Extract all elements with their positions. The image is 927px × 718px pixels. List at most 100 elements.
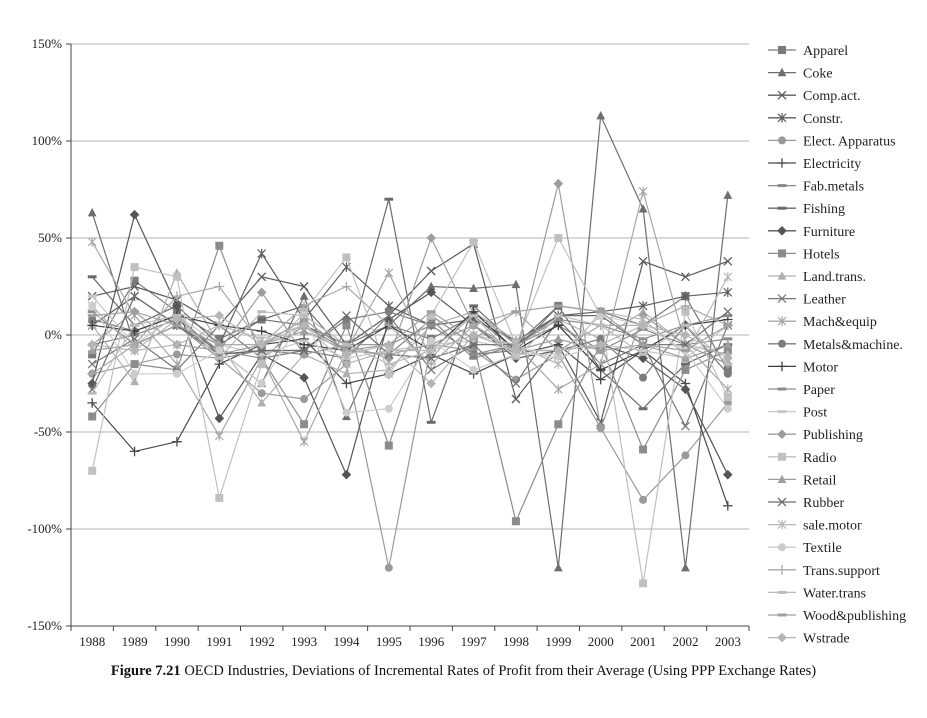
data-point <box>638 337 648 341</box>
data-point <box>342 315 351 324</box>
data-point <box>87 345 97 355</box>
series-line <box>92 311 728 371</box>
series-wstrade <box>87 310 733 389</box>
x-tick-label: 1992 <box>249 634 275 649</box>
data-point <box>214 431 224 441</box>
x-tick-label: 1999 <box>545 634 571 649</box>
legend-label: Publishing <box>803 428 863 443</box>
data-point <box>299 282 309 291</box>
data-point <box>469 365 478 374</box>
data-point <box>341 349 352 360</box>
data-point <box>214 281 225 292</box>
data-point <box>257 398 267 407</box>
data-point <box>553 317 563 321</box>
data-point <box>426 233 436 243</box>
data-point <box>469 339 478 343</box>
data-point <box>172 291 182 301</box>
legend-marker <box>777 410 787 414</box>
legend-item: Paper <box>768 383 835 398</box>
data-point <box>723 337 733 341</box>
legend-item: Mach&equip <box>768 315 877 330</box>
data-point <box>596 334 605 343</box>
series-line <box>91 190 729 443</box>
data-point <box>469 237 478 246</box>
legend-label: Constr. <box>803 112 843 127</box>
data-point <box>88 466 97 475</box>
data-point <box>511 356 521 360</box>
legend-label: sale.motor <box>803 519 862 534</box>
x-tick-label: 2002 <box>672 634 698 649</box>
data-point <box>680 421 690 431</box>
data-point <box>130 323 139 327</box>
data-point <box>87 320 97 331</box>
data-point <box>87 314 97 318</box>
data-point <box>341 311 351 321</box>
data-point <box>384 197 394 201</box>
legend-label: Coke <box>803 67 833 82</box>
data-point <box>257 346 267 355</box>
data-point <box>596 323 606 327</box>
data-point <box>384 320 394 331</box>
data-point <box>214 320 224 331</box>
legend-label: Water.trans <box>803 586 866 601</box>
data-point <box>299 317 309 321</box>
legend-label: Wood&publishing <box>803 609 906 624</box>
legend-marker <box>777 497 787 507</box>
data-point <box>553 345 564 356</box>
data-point <box>723 339 733 349</box>
x-tick-label: 1995 <box>376 634 402 649</box>
series-line <box>91 311 729 394</box>
legend-marker <box>777 226 787 236</box>
data-point <box>469 352 478 356</box>
data-point <box>130 263 139 272</box>
data-point <box>639 445 648 454</box>
data-point <box>638 349 648 353</box>
data-point <box>299 320 309 331</box>
data-point <box>88 315 97 324</box>
y-tick-label: 100% <box>32 133 63 148</box>
legend-label: Elect. Apparatus <box>803 134 896 149</box>
legend-item: Wstrade <box>768 632 850 647</box>
data-point <box>638 343 648 347</box>
legend-label: Wstrade <box>803 632 850 647</box>
data-point <box>87 207 97 217</box>
data-point <box>681 563 690 572</box>
caption-text: OECD Industries, Deviations of Increment… <box>184 663 817 679</box>
legend-item: Elect. Apparatus <box>768 134 896 149</box>
data-point <box>87 310 97 314</box>
data-point <box>469 283 478 293</box>
data-point <box>680 340 690 350</box>
legend-item: Publishing <box>768 428 863 443</box>
figure-caption: Figure 7.21 OECD Industries, Deviations … <box>0 663 927 680</box>
legend-label: Leather <box>803 293 846 308</box>
data-point <box>426 359 436 369</box>
data-point <box>511 394 521 404</box>
data-point <box>723 287 733 298</box>
data-point <box>384 362 394 366</box>
data-point <box>384 441 393 450</box>
data-point <box>638 256 648 266</box>
x-tick-label: 1988 <box>79 634 105 649</box>
x-tick-label: 1989 <box>122 634 148 649</box>
data-point <box>300 395 309 404</box>
x-tick-label: 1990 <box>164 634 190 649</box>
data-point <box>426 266 436 276</box>
data-point <box>342 408 351 417</box>
data-point <box>299 339 309 343</box>
legend-label: Paper <box>803 383 835 398</box>
data-point <box>639 495 648 504</box>
data-point <box>426 310 436 314</box>
data-point <box>596 310 606 314</box>
legend-label: Trans.support <box>803 564 880 579</box>
legend-marker <box>777 90 787 100</box>
legend-item: Hotels <box>768 247 840 262</box>
axes <box>70 44 750 631</box>
legend-marker <box>777 361 787 372</box>
series-wood-publishing <box>87 304 733 353</box>
data-point <box>595 374 606 385</box>
x-tick-label: 1997 <box>461 634 488 649</box>
data-point <box>639 373 648 382</box>
data-point <box>129 446 140 457</box>
legend-marker <box>777 316 787 326</box>
legend-label: Mach&equip <box>803 315 877 330</box>
